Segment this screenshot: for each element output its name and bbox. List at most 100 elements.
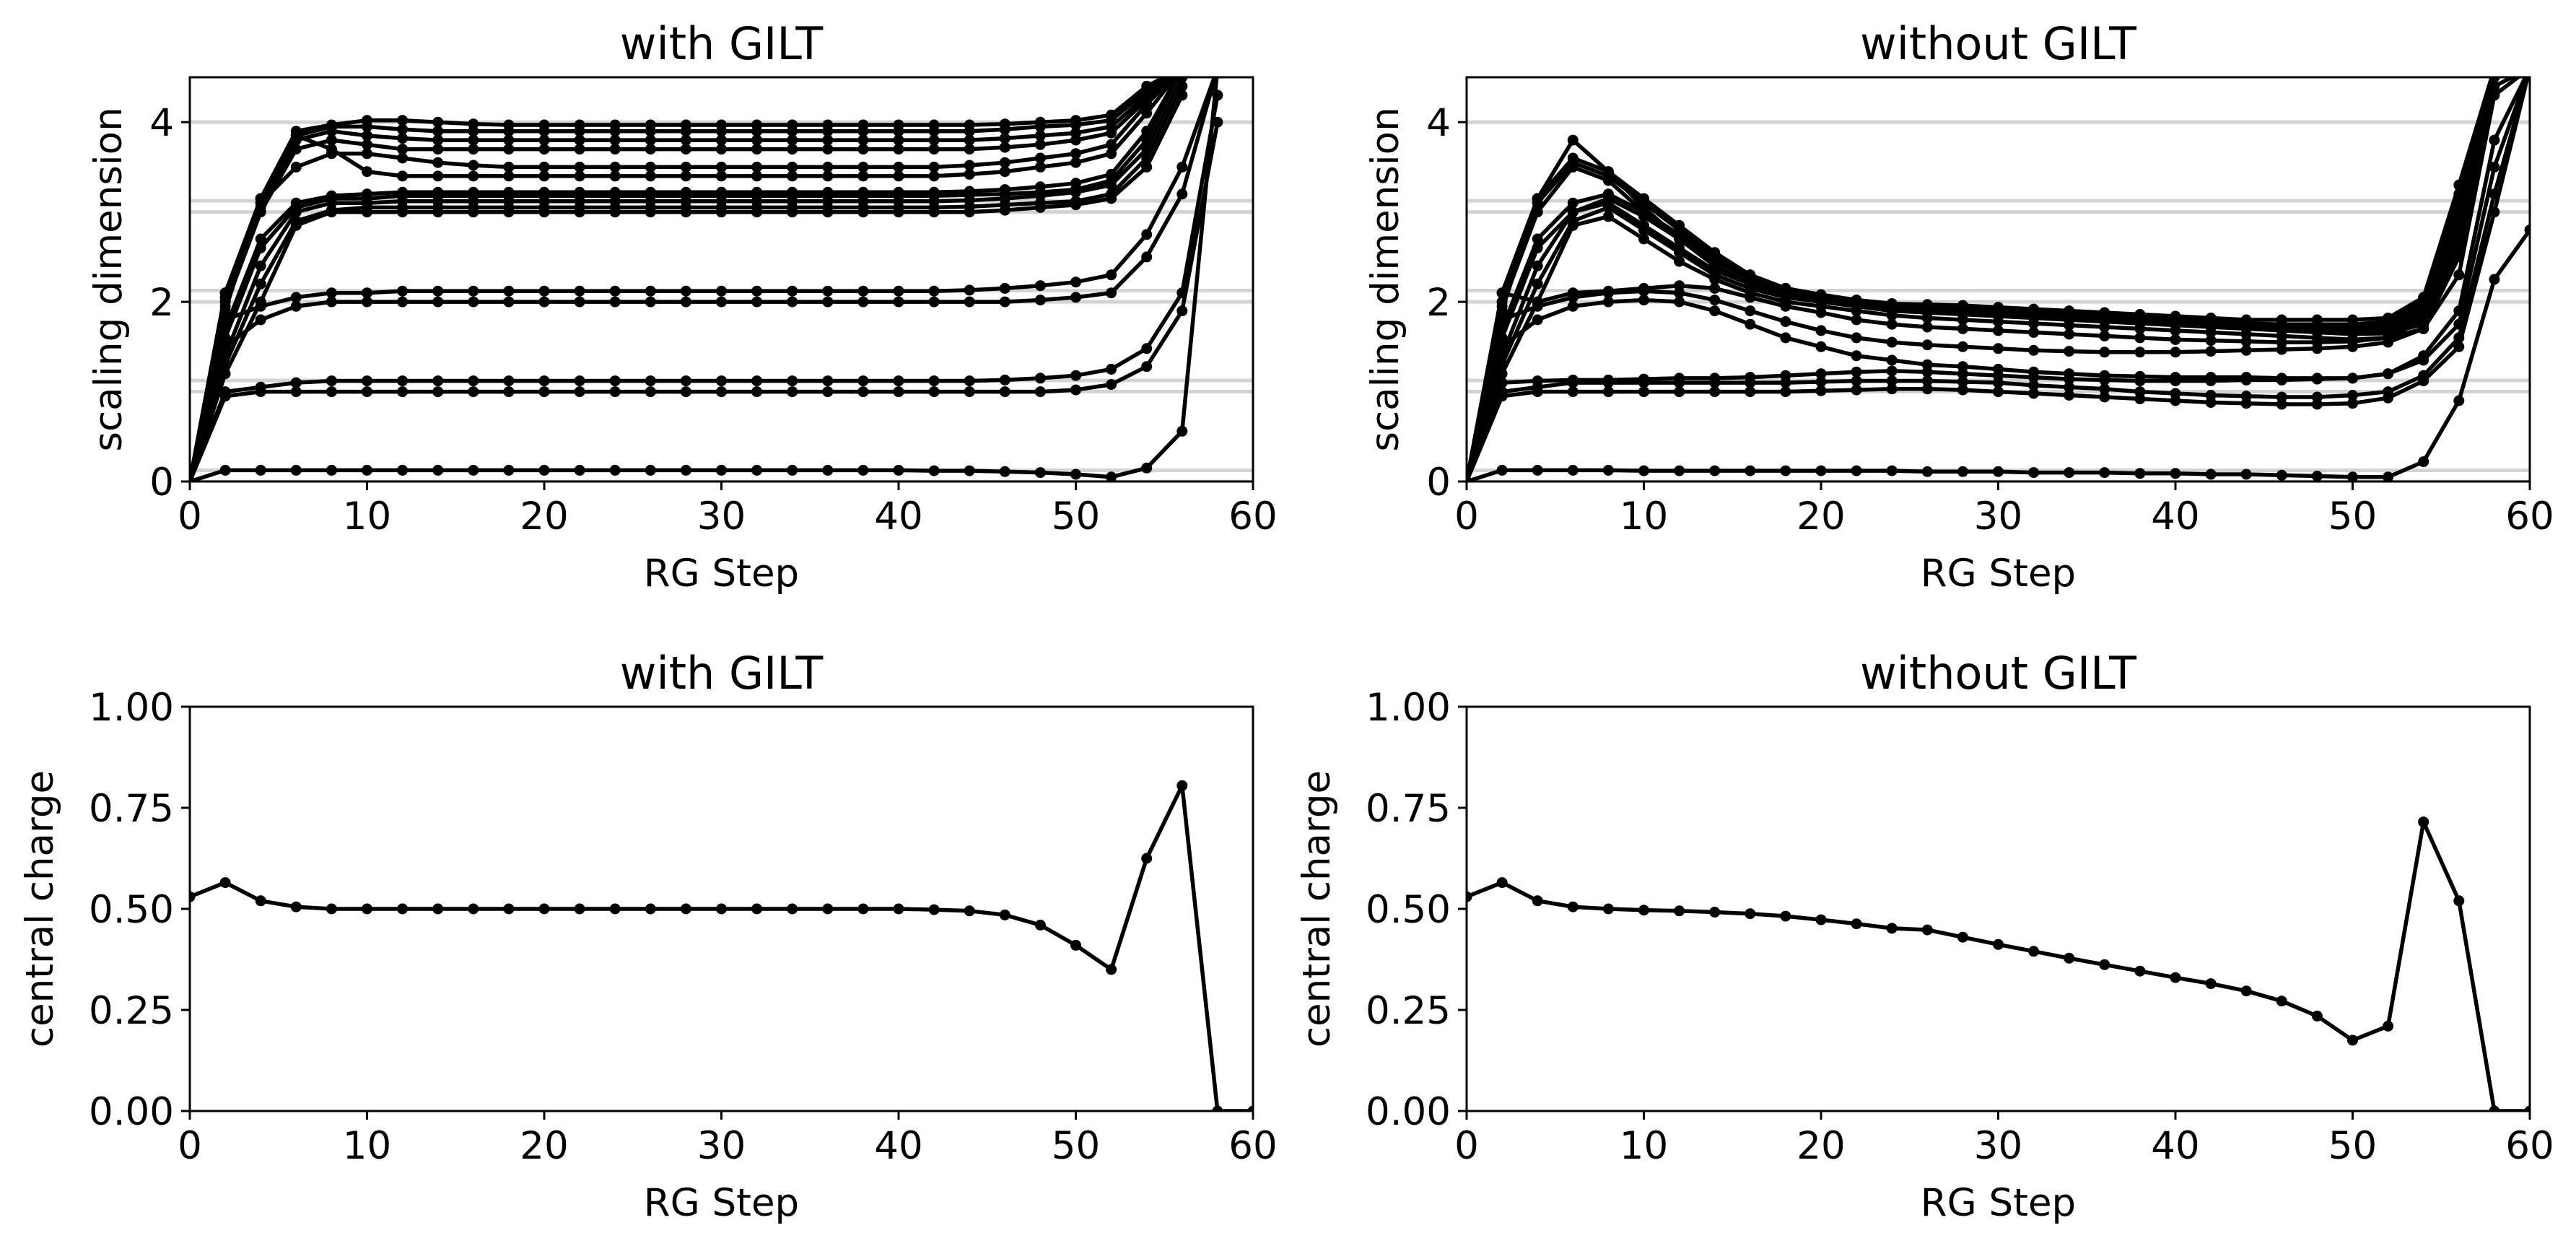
y-axis-label: central charge (18, 770, 62, 1047)
data-point (326, 375, 337, 387)
data-point (1993, 302, 2004, 313)
axes-frame (1465, 76, 2531, 483)
data-point (1709, 907, 1721, 918)
plot-area (190, 63, 1253, 482)
data-point (645, 285, 656, 297)
data-point (290, 126, 302, 137)
data-point (1921, 383, 1933, 395)
data-point (751, 144, 763, 155)
data-point (1176, 63, 1187, 74)
data-point (609, 386, 621, 398)
data-point (999, 386, 1010, 398)
data-point (716, 296, 727, 308)
data-point (1851, 375, 1862, 387)
data-point (1532, 314, 1543, 326)
data-point (2525, 63, 2536, 74)
data-point (1176, 77, 1188, 83)
data-point (2099, 307, 2110, 318)
data-point (2489, 63, 2499, 74)
data-point (893, 119, 904, 131)
data-point (2134, 347, 2146, 358)
data-point (857, 119, 869, 131)
data-point (964, 905, 975, 917)
data-point (645, 464, 656, 476)
data-point (1957, 300, 1968, 311)
data-point (1674, 296, 1685, 308)
data-point (468, 386, 479, 398)
data-point (893, 903, 904, 915)
series-line-16 (1467, 77, 2494, 482)
data-point (1745, 465, 1756, 476)
data-point (1106, 188, 1117, 200)
data-point (964, 386, 975, 398)
data-point (2347, 373, 2358, 384)
x-tick-label: 0 (1454, 1124, 1479, 1168)
data-point (1567, 197, 1579, 209)
data-point (1780, 465, 1791, 476)
data-point (2489, 274, 2500, 285)
data-point (645, 296, 656, 308)
data-point (822, 386, 834, 398)
data-point (645, 119, 656, 131)
data-point (1886, 383, 1898, 395)
x-tick-label: 20 (520, 1124, 568, 1168)
data-point (2453, 179, 2465, 191)
data-point (716, 375, 727, 387)
data-point (999, 141, 1010, 153)
data-point (1070, 157, 1081, 168)
data-point (2489, 63, 2499, 74)
data-point (751, 464, 763, 476)
data-point (362, 464, 372, 476)
data-point (787, 119, 798, 131)
series-line-1 (1467, 228, 2530, 482)
data-point (716, 119, 727, 131)
data-point (2205, 372, 2217, 383)
data-point (326, 296, 337, 308)
series-line-15 (1467, 77, 2494, 482)
data-point (2134, 468, 2146, 479)
data-point (2170, 334, 2181, 345)
data-point (1467, 476, 1472, 482)
data-point (1745, 305, 1756, 317)
data-point (1674, 242, 1685, 253)
data-point (1141, 80, 1153, 92)
data-point (1851, 366, 1862, 378)
data-point (1070, 276, 1081, 288)
data-point (1638, 905, 1649, 916)
data-point (1780, 332, 1791, 344)
data-point (2064, 368, 2075, 380)
series-line-1 (1467, 819, 2530, 1111)
y-tick-label: 2 (149, 281, 174, 325)
y-tick-label: 0.00 (89, 1090, 174, 1134)
data-point (1745, 386, 1756, 398)
series-line-8 (1467, 77, 2517, 482)
data-point (2028, 467, 2040, 479)
data-point (574, 464, 585, 476)
x-tick-label: 40 (874, 1124, 922, 1168)
x-tick-label: 10 (343, 1124, 391, 1168)
data-point (1106, 379, 1117, 391)
x-axis-label: RG Step (644, 552, 799, 596)
data-point (822, 375, 834, 387)
data-point (468, 144, 479, 155)
data-point (2134, 332, 2146, 344)
x-tick-label: 60 (1228, 1124, 1277, 1168)
data-point (716, 285, 727, 297)
data-point (857, 161, 869, 173)
data-point (609, 170, 621, 182)
data-point (468, 118, 479, 130)
data-point (964, 296, 975, 308)
data-point (574, 144, 585, 155)
data-point (503, 161, 515, 173)
data-point (1212, 1105, 1223, 1111)
data-point (2525, 63, 2536, 74)
data-point (1106, 964, 1117, 975)
data-point (2525, 63, 2536, 74)
data-point (1745, 372, 1756, 383)
data-point (1780, 370, 1791, 381)
data-point (787, 186, 798, 198)
data-point (432, 126, 444, 137)
data-point (609, 296, 621, 308)
data-point (1532, 296, 1543, 308)
data-point (1106, 287, 1117, 299)
